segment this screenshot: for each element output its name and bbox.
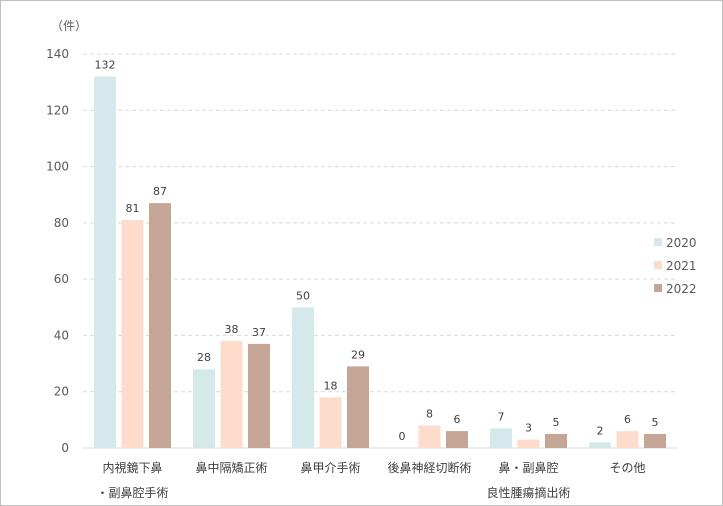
legend-label: 2022 (666, 282, 697, 296)
x-category-label: 良性腫瘍摘出術 (486, 485, 570, 500)
data-label: 38 (225, 323, 239, 336)
bar (94, 76, 116, 448)
data-label: 5 (652, 416, 659, 429)
data-label: 7 (498, 410, 505, 423)
x-category-label: その他 (609, 461, 645, 475)
bars (94, 76, 666, 448)
data-label: 8 (426, 407, 433, 420)
legend-label: 2020 (666, 236, 697, 250)
x-category-label: 後鼻神経切断術 (387, 460, 471, 475)
bar (517, 439, 540, 448)
x-category-label: ・副鼻腔手術 (96, 485, 168, 500)
bar (589, 442, 611, 448)
data-label: 6 (454, 413, 461, 426)
bar (545, 433, 567, 448)
gridlines (83, 53, 677, 449)
data-label: 87 (153, 185, 167, 198)
x-category-label: 鼻甲介手術 (300, 460, 360, 475)
bar (248, 343, 270, 448)
y-tick-label: 120 (46, 103, 69, 117)
y-tick-label: 40 (54, 328, 69, 342)
data-label: 81 (126, 202, 140, 215)
x-category-label: 鼻・副鼻腔 (498, 460, 558, 475)
bar (446, 431, 468, 448)
bar (149, 203, 171, 448)
bar (644, 433, 666, 448)
legend-swatch (654, 284, 662, 292)
y-tick-label: 100 (46, 160, 69, 174)
bar (616, 431, 639, 448)
y-tick-label: 140 (46, 47, 69, 61)
bar (490, 428, 512, 448)
legend-swatch (654, 238, 662, 246)
bar (193, 369, 215, 448)
data-label: 18 (324, 379, 338, 392)
data-labels: 132 81 87 28 38 37 50 18 29 0 8 6 7 3 5 2 6 5 (95, 59, 659, 443)
y-axis-unit-label: （件） (51, 19, 87, 33)
data-label: 29 (351, 348, 365, 361)
bar (418, 425, 441, 448)
y-tick-label: 80 (54, 216, 69, 230)
y-axis-ticks: 0 20 40 60 80 100 120 140 (46, 47, 69, 455)
data-label: 28 (197, 351, 211, 364)
data-label: 50 (296, 289, 310, 302)
bar (292, 307, 314, 448)
data-label: 2 (597, 424, 604, 437)
bar (121, 220, 144, 448)
data-label: 3 (525, 422, 532, 435)
legend-label: 2021 (666, 259, 697, 273)
legend-swatch (654, 261, 662, 269)
bar (220, 341, 243, 448)
data-label: 37 (252, 326, 266, 339)
bar (319, 397, 342, 448)
x-axis-categories: 内視鏡下鼻・副鼻腔手術 鼻中隔矯正術 鼻甲介手術 後鼻神経切断術 鼻・副鼻腔良性腫瘍摘出… (96, 460, 645, 500)
bar (347, 366, 369, 448)
data-label: 132 (95, 59, 116, 72)
data-label: 6 (624, 413, 631, 426)
data-label: 5 (553, 416, 560, 429)
y-tick-label: 20 (54, 385, 69, 399)
y-tick-label: 60 (54, 272, 69, 286)
legend: 2020 2021 2022 (654, 236, 697, 296)
data-label: 0 (399, 430, 406, 443)
x-category-label: 内視鏡下鼻 (102, 460, 162, 475)
x-category-label: 鼻中隔矯正術 (195, 460, 267, 475)
y-tick-label: 0 (61, 441, 69, 455)
